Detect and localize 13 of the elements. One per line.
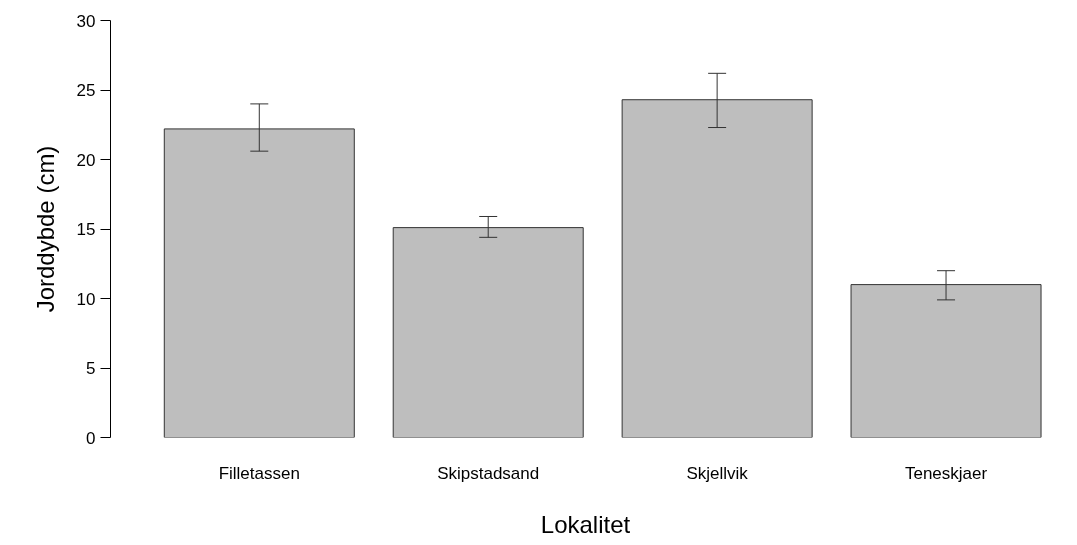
x-axis-title: Lokalitet (540, 510, 631, 538)
x-tick-label: Filletassen (218, 463, 300, 483)
x-tick-label: Skipstadsand (437, 463, 540, 483)
y-tick-label: 5 (86, 359, 96, 378)
y-tick-label: 25 (76, 81, 96, 100)
y-tick-label: 20 (76, 150, 96, 170)
y-tick-label: 0 (86, 428, 96, 448)
x-tick-label: Teneskjaer (904, 463, 988, 483)
y-tick-label: 10 (76, 289, 96, 309)
y-tick-label: 30 (76, 11, 96, 31)
x-tick-label: Skjellvik (686, 463, 749, 483)
y-tick-label: 15 (76, 220, 96, 239)
y-axis-title: Jorddybde (cm) (31, 145, 59, 313)
